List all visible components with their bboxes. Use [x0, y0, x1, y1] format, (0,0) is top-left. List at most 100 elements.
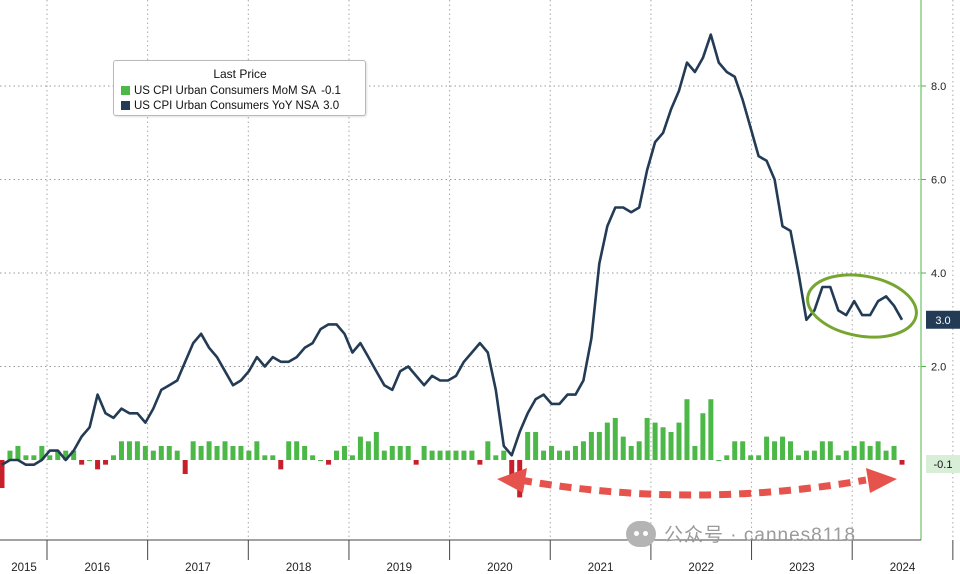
y-tick-label: 8.0: [931, 81, 946, 93]
mom-bar: [190, 441, 196, 460]
mom-bar: [835, 455, 841, 460]
mom-bar: [549, 445, 555, 460]
x-tick-label: 2022: [688, 562, 714, 574]
mom-bar: [63, 450, 69, 460]
mom-bar: [270, 455, 276, 460]
mom-bar: [716, 460, 722, 461]
mom-last-value-label: -0.1: [934, 459, 953, 471]
x-tick-label: 2017: [185, 562, 211, 574]
mom-bar: [326, 460, 332, 465]
mom-bar: [795, 455, 801, 460]
x-tick-label: 2019: [386, 562, 412, 574]
mom-bar: [158, 445, 164, 460]
mom-bar: [357, 436, 363, 460]
mom-bar: [756, 455, 762, 460]
mom-bar: [318, 460, 324, 461]
mom-bar: [445, 450, 451, 460]
x-tick-label: 2015: [11, 562, 37, 574]
mom-bar: [111, 455, 117, 460]
mom-bar: [533, 431, 539, 460]
mom-bar: [684, 399, 690, 460]
mom-bar: [246, 450, 252, 460]
mom-bar: [238, 445, 244, 460]
y-tick-label: 2.0: [931, 362, 946, 374]
legend-item-mom: US CPI Urban Consumers MoM SA -0.1: [121, 83, 359, 98]
mom-bar: [71, 450, 77, 460]
yoy-line: [1, 33, 904, 467]
mom-bar: [397, 445, 403, 460]
y-tick-label: 6.0: [931, 175, 946, 187]
mom-bar: [453, 450, 459, 460]
mom-bar: [724, 455, 730, 460]
mom-bar: [262, 455, 268, 460]
mom-bar: [787, 441, 793, 460]
mom-bar: [389, 445, 395, 460]
mom-bar: [150, 450, 156, 460]
mom-bar: [79, 460, 85, 465]
legend-value-yoy: 3.0: [323, 99, 340, 112]
mom-bar: [47, 455, 53, 460]
annotation-arrow-shaft: [519, 476, 867, 499]
mom-bar: [198, 445, 204, 460]
mom-bar: [772, 441, 778, 460]
mom-bar: [341, 445, 347, 460]
mom-bar: [174, 450, 180, 460]
mom-bar: [580, 441, 586, 460]
mom-bar: [692, 445, 698, 460]
x-tick-label: 2021: [588, 562, 614, 574]
mom-bar: [469, 450, 475, 460]
mom-bar: [118, 441, 124, 460]
watermark-text: 公众号 · cannes8118: [664, 525, 857, 546]
mom-bar: [485, 441, 491, 460]
mom-bar: [405, 445, 411, 460]
annotation-arrow-head-right: [866, 468, 897, 493]
legend-label-mom: US CPI Urban Consumers MoM SA: [134, 84, 317, 97]
mom-bar: [636, 441, 642, 460]
x-tick-label: 2020: [487, 562, 513, 574]
mom-bar: [286, 441, 292, 460]
mom-bar: [142, 445, 148, 460]
mom-bar: [803, 450, 809, 460]
mom-bar: [493, 455, 499, 460]
x-tick-label: 2016: [85, 562, 111, 574]
mom-bar: [126, 441, 132, 460]
mom-bar: [182, 460, 188, 475]
mom-bar: [0, 460, 5, 489]
legend-value-mom: -0.1: [321, 84, 341, 97]
mom-bar: [334, 450, 340, 460]
mom-bar: [254, 441, 260, 460]
mom-bar: [230, 445, 236, 460]
mom-bar: [87, 460, 93, 461]
mom-bar: [206, 441, 212, 460]
mom-bar: [780, 436, 786, 460]
mom-bar: [95, 460, 101, 470]
legend-swatch-yoy: [121, 101, 130, 110]
mom-bar: [867, 445, 873, 460]
mom-bar: [214, 445, 220, 460]
mom-bar: [7, 450, 13, 460]
mom-bar: [660, 427, 666, 460]
mom-bar: [644, 417, 650, 460]
mom-bar: [166, 445, 172, 460]
mom-bar: [278, 460, 284, 470]
annotation-arrow-head-left: [497, 468, 527, 493]
mom-bar: [222, 441, 228, 460]
mom-bar: [652, 422, 658, 460]
mom-bar: [437, 450, 443, 460]
mom-bar: [134, 441, 140, 460]
mom-bar: [700, 413, 706, 460]
mom-bar: [676, 422, 682, 460]
mom-bar: [843, 450, 849, 460]
mom-bar: [596, 431, 602, 460]
mom-bar: [501, 450, 507, 460]
mom-bar: [819, 441, 825, 460]
mom-bar: [509, 460, 515, 479]
mom-bar: [708, 399, 714, 460]
mom-bar: [302, 445, 308, 460]
mom-bar: [899, 460, 905, 465]
mom-bar: [31, 455, 37, 460]
watermark: 公众号 · cannes8118: [626, 520, 856, 547]
legend-title: Last Price: [213, 67, 267, 81]
mom-bar: [557, 450, 563, 460]
